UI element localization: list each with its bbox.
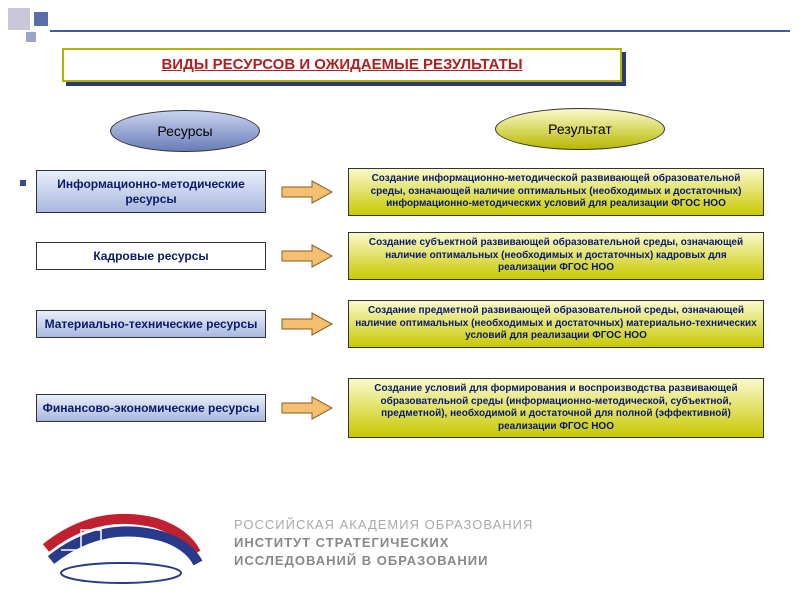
footer-line-2: ИНСТИТУТ СТРАТЕГИЧЕСКИХ <box>234 534 533 552</box>
header-ellipse-resources: Ресурсы <box>110 110 260 152</box>
result-box-3: Создание предметной развивающей образова… <box>348 300 764 348</box>
arrow-icon <box>280 311 334 337</box>
flow-row-1: Информационно-методические ресурсы Созда… <box>36 168 764 216</box>
bullet-icon <box>20 180 26 186</box>
footer: РОССИЙСКАЯ АКАДЕМИЯ ОБРАЗОВАНИЯ ИНСТИТУТ… <box>36 498 780 588</box>
result-box-1: Создание информационно-методической разв… <box>348 168 764 216</box>
arrow-icon <box>280 395 334 421</box>
flow-row-4: Финансово-экономические ресурсы Создание… <box>36 378 764 438</box>
header-rule <box>50 30 790 32</box>
result-box-2: Создание субъектной развивающей образова… <box>348 232 764 280</box>
main-title: ВИДЫ РЕСУРСОВ И ОЖИДАЕМЫЕ РЕЗУЛЬТАТЫ <box>161 56 522 73</box>
footer-line-3: ИССЛЕДОВАНИЙ В ОБРАЗОВАНИИ <box>234 552 533 570</box>
result-box-4: Создание условий для формирования и восп… <box>348 378 764 438</box>
resource-box-4: Финансово-экономические ресурсы <box>36 394 266 422</box>
resource-box-3: Материально-технические ресурсы <box>36 310 266 338</box>
footer-text: РОССИЙСКАЯ АКАДЕМИЯ ОБРАЗОВАНИЯ ИНСТИТУТ… <box>234 516 533 571</box>
header-ellipse-result: Результат <box>495 108 665 150</box>
header-right-label: Результат <box>548 121 612 137</box>
flow-row-2: Кадровые ресурсы Создание субъектной раз… <box>36 232 764 280</box>
main-title-box: ВИДЫ РЕСУРСОВ И ОЖИДАЕМЫЕ РЕЗУЛЬТАТЫ <box>62 48 622 82</box>
header-left-label: Ресурсы <box>157 123 212 139</box>
institute-logo <box>36 498 216 588</box>
arrow-icon <box>280 179 334 205</box>
footer-line-1: РОССИЙСКАЯ АКАДЕМИЯ ОБРАЗОВАНИЯ <box>234 516 533 534</box>
resource-box-2: Кадровые ресурсы <box>36 242 266 270</box>
arrow-icon <box>280 243 334 269</box>
resource-box-1: Информационно-методические ресурсы <box>36 170 266 213</box>
flow-row-3: Материально-технические ресурсы Создание… <box>36 300 764 348</box>
